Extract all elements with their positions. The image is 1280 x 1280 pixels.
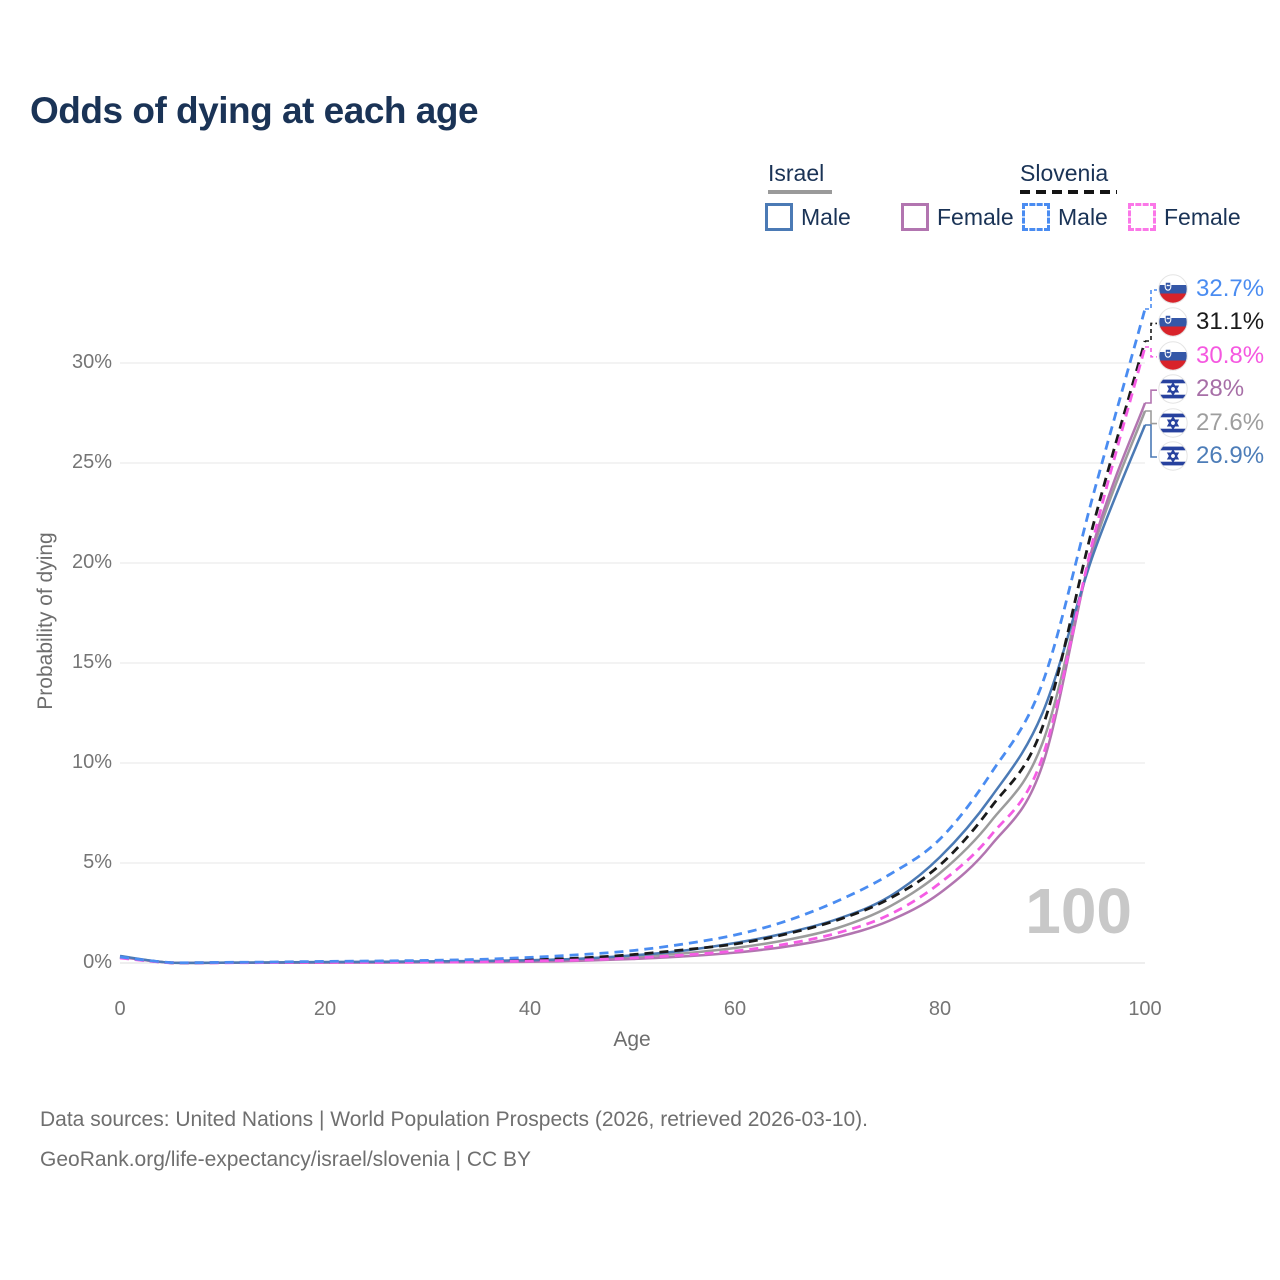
page-title: Odds of dying at each age [30,90,479,131]
end-label-connector-israel_both [1145,410,1157,425]
attribution-text: GeoRank.org/life-expectancy/israel/slove… [40,1148,532,1171]
x-tick-label: 80 [928,998,952,1020]
legend-israel-linestyle-sample [768,190,832,194]
data-sources-text: Data sources: United Nations | World Pop… [40,1108,869,1131]
legend-slovenia-linestyle-sample [1020,190,1117,194]
legend-group-israel: Israel [768,160,832,194]
x-tick-label: 40 [518,998,542,1020]
legend-item-israel-male[interactable]: Male [765,203,851,231]
x-tick-label: 20 [313,998,337,1020]
x-tick-label: 0 [114,998,126,1020]
legend-country-slovenia: Slovenia [1020,160,1109,186]
legend-item-israel-female[interactable]: Female [901,203,1014,231]
legend-item-label: Male [801,203,851,230]
y-tick-label: 30% [71,351,112,373]
x-tick-label: 100 [1128,998,1162,1020]
end-label-connector-israel_male [1145,424,1157,458]
end-label-connector-slovenia_both [1145,322,1157,342]
line-slovenia_male [119,308,1147,965]
end-label-slovenia_both: 31.1% [1158,307,1265,338]
y-tick-label: 20% [71,551,112,573]
legend-item-label: Male [1058,203,1108,230]
end-label-value: 28% [1196,375,1245,403]
end-label-value: 30.8% [1196,341,1265,369]
legend-group-slovenia: Slovenia [1020,160,1117,194]
israel-flag-icon [1158,374,1188,404]
y-tick-label: 15% [71,651,112,673]
end-label-israel_female: 28% [1158,374,1244,404]
slovenia-flag-icon [1158,341,1188,371]
legend-item-label: Female [937,203,1014,230]
age-watermark: 100 [1025,875,1132,947]
israel-flag-icon [1158,407,1188,438]
legend-item-slovenia-male[interactable]: Male [1022,203,1108,231]
end-label-connector-israel_female [1145,389,1157,404]
slovenia-female-swatch-icon [1128,203,1156,231]
legend-item-label: Female [1164,203,1241,230]
end-label-slovenia_male: 32.7% [1158,274,1264,304]
x-axis-title: Age [613,1028,651,1051]
y-tick-label: 10% [71,751,112,773]
legend-item-slovenia-female[interactable]: Female [1128,203,1241,231]
slovenia-flag-icon [1158,274,1188,304]
y-tick-label: 5% [83,851,112,873]
y-axis-title: Probability of dying [34,532,57,710]
end-label-israel_male: 26.9% [1158,441,1264,471]
slovenia-male-swatch-icon [1022,203,1050,231]
end-label-value: 31.1% [1196,308,1265,336]
end-label-israel_both: 27.6% [1158,407,1265,438]
end-label-value: 32.7% [1196,275,1265,302]
israel-male-swatch-icon [765,203,793,231]
israel-female-swatch-icon [901,203,929,231]
slovenia-flag-icon [1158,307,1188,338]
israel-flag-icon [1158,441,1188,471]
line-slovenia_female [119,346,1147,965]
y-tick-label: 0% [83,951,112,973]
end-label-value: 27.6% [1196,408,1265,436]
y-tick-label: 25% [71,451,112,473]
legend-country-israel: Israel [768,160,825,186]
x-tick-label: 60 [723,998,747,1020]
end-label-connector-slovenia_male [1145,289,1157,310]
end-label-connector-slovenia_female [1145,346,1157,358]
end-label-value: 26.9% [1196,442,1265,469]
line-slovenia_both [119,340,1147,965]
end-label-slovenia_female: 30.8% [1158,341,1264,371]
